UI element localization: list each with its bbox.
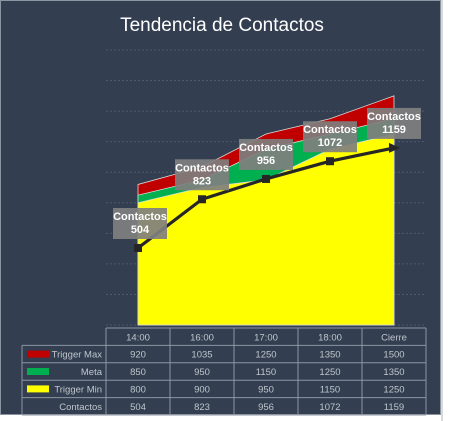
stacked-areas (137, 95, 395, 326)
data-label-text: Contactos (239, 142, 293, 154)
data-label-box (175, 159, 229, 191)
area-trigger-min (137, 133, 395, 326)
data-label-text: 823 (193, 175, 211, 187)
data-label-box (303, 121, 357, 153)
table-row-label: Trigger Min (54, 384, 102, 395)
table-row-label: Meta (81, 367, 103, 378)
table-cell: 1250 (319, 367, 340, 378)
table-cell: 900 (194, 384, 210, 395)
data-labels: Contactos504Contactos823Contactos956Cont… (113, 107, 421, 239)
window-edge (441, 0, 443, 421)
contactos-arrow-marker (389, 142, 400, 153)
data-label-text: 1072 (318, 137, 342, 149)
table-cell: 956 (258, 402, 274, 413)
table-header-cell: 18:00 (318, 332, 342, 343)
table-cell: 1150 (256, 367, 276, 378)
data-label-text: 504 (131, 224, 150, 236)
table-cell: 1350 (319, 350, 340, 361)
contactos-point (198, 195, 206, 204)
table-cell: 1150 (320, 384, 340, 395)
data-label-text: 1159 (382, 124, 406, 136)
data-label-box (113, 208, 167, 239)
contactos-point (134, 244, 142, 252)
table-cell: 504 (130, 402, 146, 413)
table-cell: 1250 (255, 350, 276, 361)
table-cell: 1500 (383, 350, 404, 361)
contactos-point (262, 174, 270, 183)
table-row-label: Contactos (59, 402, 102, 413)
data-label-text: Contactos (175, 162, 229, 174)
legend-key (27, 350, 49, 358)
data-table: 14:00 16:00 17:00 18:00 Cierre Trigger Max 920… (21, 327, 427, 416)
table-cell: 800 (130, 384, 146, 395)
table-header-cell: 14:00 (126, 332, 150, 343)
data-label-text: Contactos (113, 211, 167, 223)
data-label-box (367, 107, 421, 139)
table-cell: 950 (194, 367, 210, 378)
table-cell: 1250 (383, 384, 404, 395)
data-label-box (239, 138, 293, 170)
table-cell: 1035 (191, 350, 212, 361)
data-label-text: Contactos (303, 124, 357, 136)
contactos-line (134, 142, 400, 252)
table-cell: 1072 (319, 402, 340, 413)
contactos-point (326, 157, 334, 166)
table-cell: 850 (130, 367, 146, 378)
table-cell: 1350 (383, 367, 404, 378)
chart-title: Tendencia de Contactos (120, 15, 324, 36)
data-label-text: Contactos (367, 111, 421, 123)
legend-key (27, 368, 49, 375)
table-header-cell: Cierre (381, 332, 407, 343)
table-row-label: Trigger Max (52, 350, 103, 361)
table-cell: 920 (130, 350, 146, 361)
data-label-text: 956 (257, 155, 275, 167)
legend-key (27, 385, 49, 393)
table-cell: 823 (194, 402, 210, 413)
table-cell: 950 (258, 384, 274, 395)
table-cell: 1159 (384, 402, 404, 413)
table-header-cell: 17:00 (254, 332, 278, 343)
table-header-cell: 16:00 (190, 332, 214, 343)
